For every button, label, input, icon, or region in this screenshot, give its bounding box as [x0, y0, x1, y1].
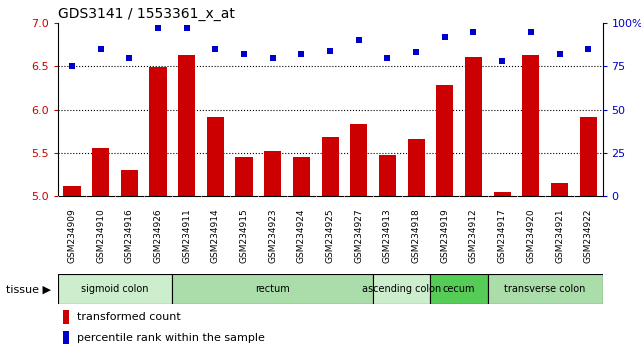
Text: GSM234925: GSM234925 — [326, 208, 335, 263]
Text: GSM234921: GSM234921 — [555, 208, 564, 263]
Bar — [235, 156, 253, 196]
Bar — [579, 117, 597, 196]
Point — [181, 25, 192, 31]
Text: GSM234910: GSM234910 — [96, 208, 105, 263]
Bar — [494, 192, 511, 196]
Bar — [178, 55, 196, 196]
Text: GSM234912: GSM234912 — [469, 208, 478, 263]
Bar — [431, 274, 488, 304]
Text: GSM234926: GSM234926 — [154, 208, 163, 263]
Bar — [58, 274, 172, 304]
Bar — [172, 274, 373, 304]
Text: tissue ▶: tissue ▶ — [6, 284, 51, 295]
Point — [554, 51, 565, 57]
Bar — [373, 274, 431, 304]
Point — [296, 51, 306, 57]
Point — [67, 64, 77, 69]
Bar — [207, 117, 224, 196]
Bar — [379, 155, 396, 196]
Point — [469, 29, 479, 35]
Point — [583, 46, 594, 52]
Bar — [322, 137, 338, 196]
Bar — [522, 55, 540, 196]
Point — [96, 46, 106, 52]
Bar — [63, 331, 69, 344]
Bar — [408, 139, 425, 196]
Point — [354, 38, 364, 43]
Bar — [264, 150, 281, 196]
Text: GSM234917: GSM234917 — [497, 208, 506, 263]
Point — [268, 55, 278, 61]
Bar — [465, 57, 482, 196]
Point — [382, 55, 392, 61]
Text: GSM234909: GSM234909 — [67, 208, 76, 263]
Text: GSM234918: GSM234918 — [412, 208, 420, 263]
Text: GSM234924: GSM234924 — [297, 208, 306, 263]
Bar — [437, 85, 453, 196]
Point — [526, 29, 536, 35]
Text: cecum: cecum — [443, 284, 476, 295]
Text: transverse colon: transverse colon — [504, 284, 586, 295]
Text: GSM234927: GSM234927 — [354, 208, 363, 263]
Text: GSM234923: GSM234923 — [269, 208, 278, 263]
Bar — [293, 156, 310, 196]
Point — [411, 50, 421, 55]
Text: percentile rank within the sample: percentile rank within the sample — [77, 332, 265, 343]
Bar — [149, 67, 167, 196]
Point — [497, 58, 507, 64]
Point — [440, 34, 450, 40]
Text: GSM234913: GSM234913 — [383, 208, 392, 263]
Bar — [92, 148, 110, 196]
Text: GSM234915: GSM234915 — [240, 208, 249, 263]
Bar — [350, 124, 367, 196]
Text: GSM234920: GSM234920 — [526, 208, 535, 263]
Point — [239, 51, 249, 57]
Bar — [63, 310, 69, 324]
Text: GSM234922: GSM234922 — [584, 208, 593, 263]
Text: sigmoid colon: sigmoid colon — [81, 284, 149, 295]
Point — [124, 55, 135, 61]
Point — [325, 48, 335, 53]
Bar — [121, 170, 138, 196]
Text: GSM234911: GSM234911 — [182, 208, 191, 263]
Bar — [551, 183, 568, 196]
Text: GSM234919: GSM234919 — [440, 208, 449, 263]
Text: GSM234914: GSM234914 — [211, 208, 220, 263]
Text: rectum: rectum — [255, 284, 290, 295]
Text: GSM234916: GSM234916 — [125, 208, 134, 263]
Bar — [488, 274, 603, 304]
Text: ascending colon: ascending colon — [362, 284, 442, 295]
Text: GDS3141 / 1553361_x_at: GDS3141 / 1553361_x_at — [58, 7, 235, 21]
Point — [153, 25, 163, 31]
Text: transformed count: transformed count — [77, 312, 181, 322]
Bar — [63, 186, 81, 196]
Point — [210, 46, 221, 52]
